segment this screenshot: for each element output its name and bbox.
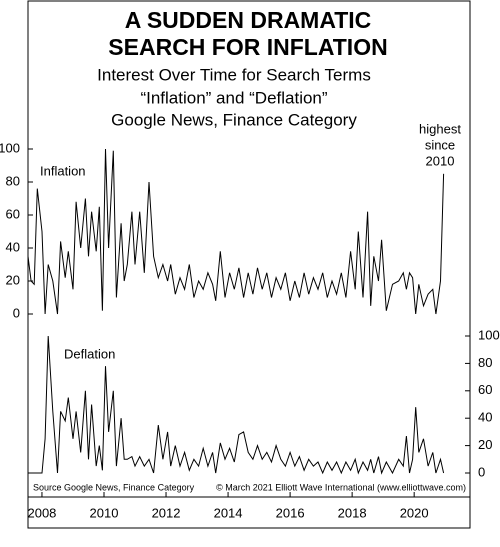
subtitle: Interest Over Time for Search Terms (97, 65, 371, 84)
x-tick-label: 2010 (90, 505, 119, 520)
y-tick-label: 100 (0, 140, 20, 155)
series-label: Inflation (40, 163, 86, 178)
y-tick-label: 20 (6, 272, 20, 287)
y-tick-label: 60 (6, 206, 20, 221)
source: Source Google News, Finance Category (33, 482, 195, 492)
annotation: highest (419, 121, 461, 136)
y-tick-label: 60 (478, 382, 492, 397)
annotation: 2010 (426, 153, 455, 168)
subtitle: “Inflation” and “Deflation” (140, 88, 327, 107)
series-label: Deflation (64, 346, 115, 361)
y-tick-label: 0 (478, 464, 485, 479)
series-line (27, 148, 445, 315)
annotation: since (425, 137, 455, 152)
y-tick-label: 40 (6, 239, 20, 254)
credit: © March 2021 Elliott Wave International … (216, 482, 466, 492)
subtitle: Google News, Finance Category (111, 110, 357, 129)
series-line (28, 335, 445, 475)
x-tick-label: 2016 (276, 505, 305, 520)
y-tick-label: 40 (478, 410, 492, 425)
chart-title: A SUDDEN DRAMATIC (125, 7, 372, 33)
y-tick-label: 80 (478, 355, 492, 370)
y-tick-label: 20 (478, 437, 492, 452)
y-tick-label: 80 (6, 173, 20, 188)
x-tick-label: 2018 (338, 505, 367, 520)
y-tick-label: 100 (478, 327, 500, 342)
chart-title: SEARCH FOR INFLATION (108, 34, 387, 60)
x-tick-label: 2012 (152, 505, 181, 520)
x-tick-label: 2014 (214, 505, 243, 520)
x-tick-label: 2008 (27, 505, 56, 520)
x-tick-label: 2020 (400, 505, 429, 520)
y-tick-label: 0 (13, 305, 20, 320)
frame (27, 0, 471, 529)
